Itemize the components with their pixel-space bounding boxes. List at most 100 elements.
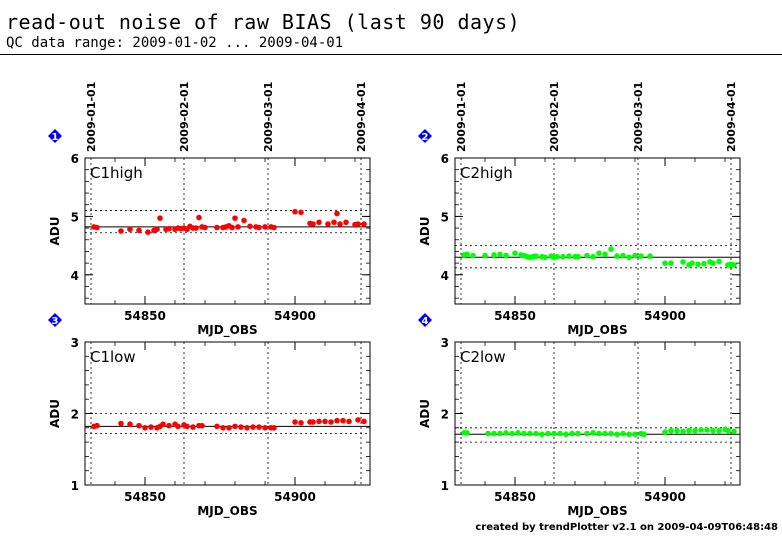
data-point	[491, 430, 497, 437]
date-tick-label: 2009-04-01	[725, 82, 738, 152]
data-point	[361, 221, 367, 227]
data-point	[298, 419, 304, 426]
data-point	[542, 254, 548, 261]
data-point	[247, 223, 253, 230]
data-point	[698, 427, 704, 433]
series-label: C2high	[460, 164, 513, 182]
data-point	[316, 219, 322, 226]
y-tick-label: 6	[71, 152, 79, 166]
data-point	[331, 219, 337, 226]
data-point	[160, 421, 166, 428]
data-point	[560, 253, 566, 260]
data-point	[620, 252, 626, 259]
data-point	[647, 253, 653, 259]
data-point	[310, 419, 316, 425]
data-point	[521, 430, 527, 437]
data-point	[292, 419, 298, 425]
date-tick-label: 2009-01-01	[85, 82, 98, 152]
data-point	[539, 431, 545, 438]
data-point	[94, 224, 100, 231]
page-subtitle: QC data range: 2009-01-02 ... 2009-04-01	[6, 35, 344, 51]
data-point	[235, 224, 241, 230]
data-point	[256, 424, 262, 430]
date-tick-label: 2009-04-01	[355, 82, 368, 152]
data-point	[503, 430, 509, 436]
data-point	[190, 424, 196, 430]
data-point	[566, 253, 572, 259]
x-tick-label: 54900	[644, 309, 686, 323]
panel-marker-number: 2	[422, 132, 429, 143]
data-point	[695, 261, 701, 268]
data-point	[608, 430, 614, 437]
y-tick-label: 4	[71, 269, 79, 283]
chart-panel-C1low: 3 1 2 3 54850 54900 MJD_OBS ADU C1low	[48, 313, 371, 519]
data-point	[716, 258, 722, 265]
y-tick-label: 3	[441, 336, 449, 350]
data-point	[533, 253, 539, 259]
data-point	[322, 418, 328, 425]
data-point	[662, 429, 668, 435]
data-point	[250, 424, 256, 430]
data-point	[343, 219, 349, 226]
panel-marker-icon	[48, 129, 62, 143]
data-point	[334, 210, 340, 217]
data-point	[334, 417, 340, 424]
y-tick-label: 5	[71, 210, 79, 224]
data-point	[686, 427, 692, 434]
data-point	[193, 225, 199, 231]
x-axis-label: MJD_OBS	[567, 504, 627, 519]
data-point	[214, 224, 220, 231]
x-tick-label: 54850	[124, 309, 166, 323]
y-axis-label: ADU	[48, 399, 62, 428]
data-point	[94, 422, 100, 429]
y-tick-label: 5	[441, 210, 449, 224]
data-point	[497, 430, 503, 437]
data-point	[503, 252, 509, 259]
data-point	[470, 252, 476, 259]
data-point	[118, 228, 124, 234]
data-point	[166, 422, 172, 429]
footer-credit: created by trendPlotter v2.1 on 2009-04-…	[475, 522, 778, 533]
data-point	[680, 428, 686, 435]
data-point	[232, 423, 238, 430]
data-point	[262, 425, 268, 431]
y-tick-label: 1	[71, 479, 79, 493]
data-point	[662, 260, 668, 266]
data-point	[527, 430, 533, 437]
data-point	[226, 425, 232, 431]
data-point	[596, 430, 602, 437]
y-tick-label: 1	[441, 479, 449, 493]
panel-marker-icon	[418, 129, 432, 143]
data-point	[626, 254, 632, 261]
date-tick-label: 2009-01-01	[455, 82, 468, 152]
data-point	[199, 422, 205, 429]
x-axis-label: MJD_OBS	[197, 504, 257, 519]
data-point	[716, 427, 722, 434]
data-point	[620, 430, 626, 437]
data-point	[545, 430, 551, 437]
data-point	[271, 425, 277, 431]
panel-marker-number: 3	[52, 316, 59, 327]
data-point	[515, 430, 521, 436]
data-point	[298, 209, 304, 216]
data-point	[220, 425, 226, 431]
data-point	[325, 221, 331, 227]
y-axis-label: ADU	[48, 217, 62, 246]
data-point	[142, 425, 148, 431]
data-point	[512, 250, 518, 256]
page-title: read-out noise of raw BIAS (last 90 days…	[6, 10, 521, 34]
data-point	[232, 215, 238, 221]
data-point	[554, 253, 560, 260]
data-point	[464, 430, 470, 436]
x-tick-label: 54900	[274, 309, 316, 323]
data-point	[563, 431, 569, 438]
data-point	[614, 253, 620, 259]
date-tick-label: 2009-03-01	[262, 82, 275, 152]
data-point	[361, 418, 367, 425]
data-point	[136, 422, 142, 429]
data-point	[551, 430, 557, 437]
y-axis-label: ADU	[418, 217, 432, 246]
series-label: C1low	[90, 348, 136, 366]
panel-marker-icon	[48, 313, 62, 327]
data-point	[262, 224, 268, 230]
